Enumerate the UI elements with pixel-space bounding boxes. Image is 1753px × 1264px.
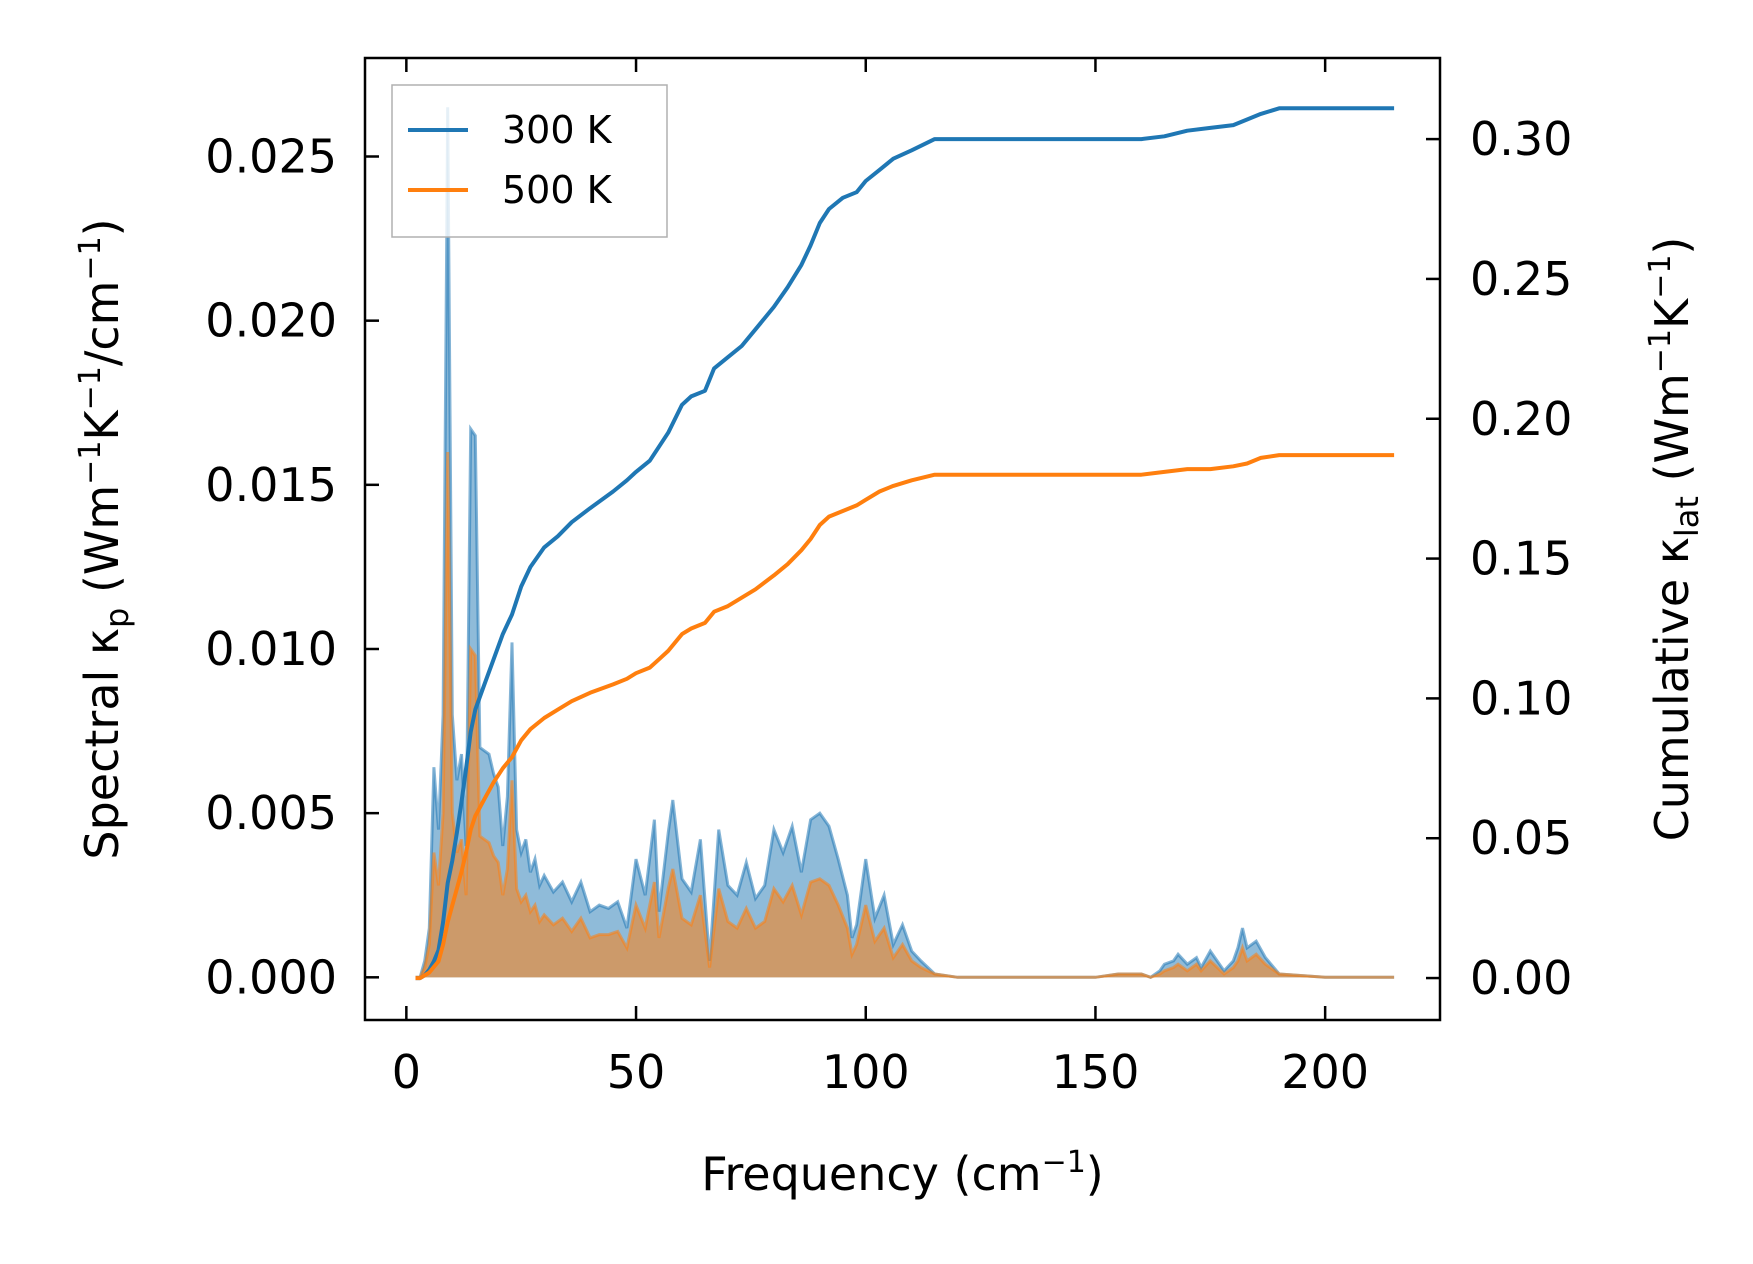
y-tick-label-left: 0.015	[205, 458, 337, 512]
legend-label-500k: 500 K	[502, 168, 613, 212]
y-tick-label-right: 0.15	[1470, 532, 1572, 586]
x-tick-label: 100	[822, 1045, 910, 1099]
y-tick-label-right: 0.10	[1470, 671, 1572, 725]
y-tick-label-right: 0.25	[1470, 252, 1572, 306]
y-tick-label-right: 0.00	[1470, 951, 1572, 1005]
tick-labels: 0 50 100 150 200 0.000 0.005 0.010 0.015 0.020 0.0…	[205, 112, 1572, 1099]
x-tick-label: 150	[1052, 1045, 1140, 1099]
y-tick-label-left: 0.000	[205, 950, 337, 1004]
spectral-area-500k	[415, 452, 1395, 978]
y-tick-label-right: 0.30	[1470, 112, 1572, 166]
y-tick-label-left: 0.010	[205, 622, 337, 676]
x-tick-label: 200	[1281, 1045, 1369, 1099]
x-tick-label: 0	[392, 1045, 421, 1099]
spectral-fills	[415, 107, 1395, 979]
x-tick-label: 50	[607, 1045, 666, 1099]
y-axis-label-right: Cumulative κlat (Wm−1K−1)	[1643, 237, 1706, 842]
legend-label-300k: 300 K	[502, 108, 613, 152]
legend-box	[391, 84, 668, 238]
spectral-line-500k	[415, 451, 1395, 979]
y-tick-label-right: 0.20	[1470, 392, 1572, 446]
y-tick-label-left: 0.025	[205, 129, 337, 183]
cumulative-line-500k	[415, 453, 1395, 981]
y-tick-label-left: 0.020	[205, 294, 337, 348]
y-tick-label-left: 0.005	[205, 786, 337, 840]
y-axis-label-left: Spectral κp (Wm−1K−1/cm−1)	[73, 218, 136, 859]
x-axis-label: Frequency (cm−1)	[701, 1145, 1104, 1201]
cumulative-lines	[415, 106, 1395, 981]
legend: 300 K 500 K	[391, 84, 668, 238]
tick-marks	[365, 58, 1440, 1020]
plot-frame	[363, 56, 1442, 1022]
spectral-line-300k	[415, 107, 1395, 979]
cumulative-line-300k	[415, 106, 1395, 981]
y-tick-label-right: 0.05	[1470, 811, 1572, 865]
